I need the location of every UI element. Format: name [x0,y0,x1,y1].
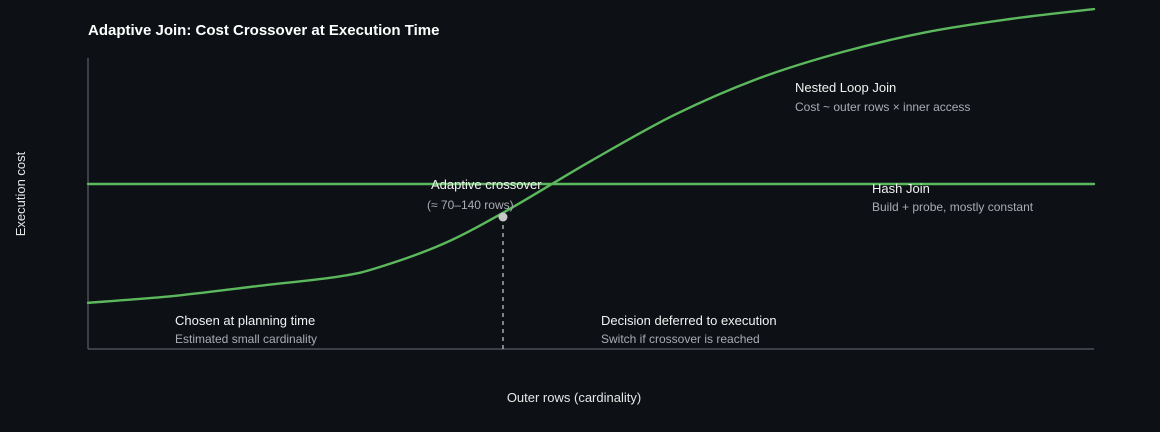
crossover-marker [498,212,508,222]
planning-sublabel: Estimated small cardinality [175,332,317,346]
chart-title: Adaptive Join: Cost Crossover at Executi… [88,22,439,39]
hash-sublabel: Build + probe, mostly constant [872,200,1034,214]
y-axis-label: Execution cost [13,151,28,236]
nlj-label: Nested Loop Join [795,80,896,95]
crossover-range: (≈ 70–140 rows) [427,198,514,212]
series-layer [86,7,1096,304]
hash-label: Hash Join [872,181,930,196]
deferred-sublabel: Switch if crossover is reached [601,332,760,346]
series-line-nested-loop-join [86,7,1096,304]
planning-label: Chosen at planning time [175,313,315,328]
x-axis-label: Outer rows (cardinality) [507,390,641,405]
deferred-label: Decision deferred to execution [601,313,777,328]
nlj-sublabel: Cost ~ outer rows × inner access [795,100,970,114]
crossover-title: Adaptive crossover [431,177,542,192]
